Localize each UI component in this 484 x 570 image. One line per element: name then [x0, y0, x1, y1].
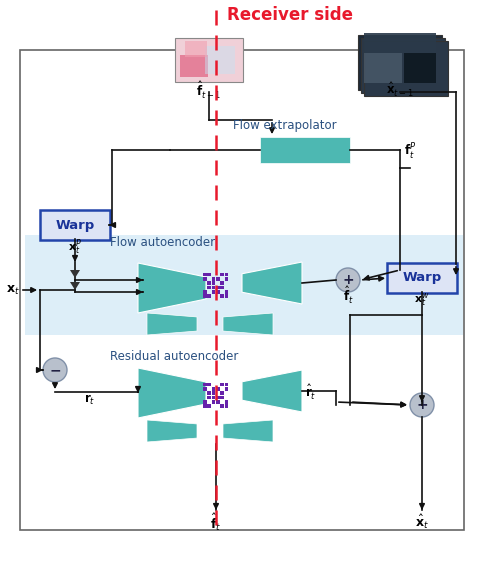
Bar [364, 41, 448, 96]
Bar [175, 38, 243, 82]
Circle shape [410, 393, 434, 417]
Bar [364, 53, 402, 83]
Text: $\mathbf{x}_t^w$: $\mathbf{x}_t^w$ [414, 291, 430, 308]
Polygon shape [223, 420, 273, 442]
Bar [203, 277, 207, 280]
Text: +: + [342, 273, 354, 287]
Bar [225, 382, 228, 386]
Bar [207, 382, 211, 386]
Text: $\mathbf{x}_t$: $\mathbf{x}_t$ [6, 283, 20, 296]
Bar [220, 404, 224, 408]
Polygon shape [242, 370, 302, 412]
Bar [225, 404, 228, 408]
Text: −: − [49, 363, 61, 377]
Bar [225, 400, 228, 404]
Bar [216, 400, 220, 404]
Bar [361, 38, 445, 93]
Bar [207, 294, 211, 298]
Bar [20, 50, 464, 530]
Bar [203, 400, 207, 404]
Polygon shape [70, 270, 80, 278]
Text: $\hat{\mathbf{x}}_{t-1}$: $\hat{\mathbf{x}}_{t-1}$ [386, 81, 414, 99]
Bar [203, 382, 207, 386]
Bar [216, 396, 220, 400]
Bar [207, 396, 211, 400]
Circle shape [43, 358, 67, 382]
Text: +: + [416, 398, 428, 412]
Polygon shape [138, 368, 206, 418]
Bar [212, 277, 215, 280]
Bar [212, 281, 215, 285]
Bar [207, 281, 211, 285]
Bar [212, 286, 215, 290]
Bar [216, 286, 220, 290]
Text: $\hat{\mathbf{x}}_t$: $\hat{\mathbf{x}}_t$ [415, 513, 429, 531]
Bar [212, 400, 215, 404]
Bar [207, 272, 211, 276]
Bar [358, 35, 442, 90]
Polygon shape [147, 313, 197, 335]
Bar [203, 404, 207, 408]
Polygon shape [147, 420, 197, 442]
Bar [203, 272, 207, 276]
Bar [220, 286, 224, 290]
Polygon shape [138, 263, 206, 313]
Bar [216, 290, 220, 294]
Text: $\hat{\mathbf{f}}_t$: $\hat{\mathbf{f}}_t$ [211, 511, 222, 532]
Bar [203, 290, 207, 294]
Bar [212, 290, 215, 294]
Text: Warp: Warp [55, 218, 95, 231]
Text: $\mathbf{x}_t^P$: $\mathbf{x}_t^P$ [68, 237, 82, 257]
Bar [205, 46, 235, 74]
Bar [180, 55, 208, 77]
Bar [225, 272, 228, 276]
Bar [207, 286, 211, 290]
Bar [207, 404, 211, 408]
Bar [225, 277, 228, 280]
Bar [25, 235, 463, 335]
Text: $\mathbf{f}_t^P$: $\mathbf{f}_t^P$ [404, 142, 416, 162]
Bar [220, 396, 224, 400]
Text: $\mathbf{r}_t$: $\mathbf{r}_t$ [84, 393, 96, 407]
Polygon shape [223, 313, 273, 335]
Polygon shape [242, 262, 302, 304]
Bar [220, 294, 224, 298]
Circle shape [336, 268, 360, 292]
Bar [260, 137, 350, 163]
Text: Warp: Warp [402, 271, 441, 284]
Bar [203, 387, 207, 390]
Bar [203, 294, 207, 298]
Text: $\hat{\mathbf{f}}_{t-1}$: $\hat{\mathbf{f}}_{t-1}$ [197, 79, 222, 100]
Text: $\hat{\mathbf{f}}_t$: $\hat{\mathbf{f}}_t$ [343, 284, 353, 306]
Bar [220, 272, 224, 276]
Text: Flow extrapolator: Flow extrapolator [233, 119, 337, 132]
Bar [220, 391, 224, 395]
Bar [212, 387, 215, 390]
FancyBboxPatch shape [387, 263, 457, 293]
Bar [216, 277, 220, 280]
Bar [404, 53, 436, 83]
FancyBboxPatch shape [40, 210, 110, 240]
Bar [220, 281, 224, 285]
Text: $\hat{\mathbf{r}}_t$: $\hat{\mathbf{r}}_t$ [305, 382, 317, 401]
Text: Receiver side: Receiver side [227, 6, 353, 24]
Text: Residual autoencoder: Residual autoencoder [110, 351, 239, 364]
Bar [225, 387, 228, 390]
Bar [216, 387, 220, 390]
Bar [220, 382, 224, 386]
Bar [185, 41, 207, 57]
Bar [207, 391, 211, 395]
Bar [212, 391, 215, 395]
Polygon shape [70, 282, 80, 290]
Bar [225, 294, 228, 298]
Bar [212, 396, 215, 400]
Text: Flow autoencoder: Flow autoencoder [110, 237, 215, 250]
Bar [225, 290, 228, 294]
Bar [364, 33, 436, 53]
